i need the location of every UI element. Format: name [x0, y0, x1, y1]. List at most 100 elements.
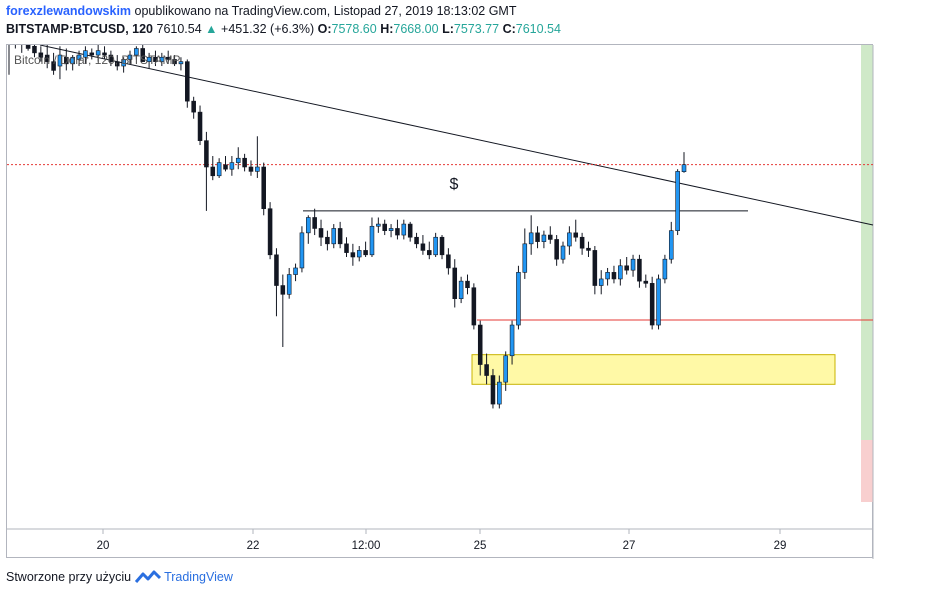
candle-body [102, 52, 107, 56]
candle-body [541, 234, 547, 242]
candle-body [32, 45, 37, 54]
candle-body [675, 171, 680, 231]
candle-body [76, 54, 82, 60]
candle-body [83, 50, 88, 58]
candle-body [433, 236, 438, 256]
publish-info: opublikowano na TradingView.com, Listopa… [131, 4, 517, 18]
candle-body [274, 254, 279, 286]
candle-body [407, 223, 413, 238]
candle-body [490, 375, 496, 405]
chart-frame[interactable]: 8400.008200.008000.007800.007600.007400.… [6, 44, 874, 559]
candle-body [598, 278, 604, 286]
candle-body [560, 245, 566, 260]
candle-body [255, 166, 260, 172]
candle-body [420, 243, 426, 251]
x-tick-label: 22 [247, 540, 260, 552]
close-value: 7610.54 [515, 22, 561, 36]
candle-body [70, 56, 75, 65]
candle-body [509, 324, 515, 357]
symbol-label: BITSTAMP:BTCUSD, 120 [6, 22, 154, 36]
candle-body [286, 274, 292, 295]
candle-body [318, 228, 324, 238]
candle-body [242, 157, 247, 168]
candle-body [458, 280, 464, 299]
tradingview-logo-icon [135, 570, 162, 583]
candle-body [395, 228, 400, 236]
candle-body [178, 61, 184, 65]
candle-body [108, 54, 114, 62]
candle-body [649, 283, 655, 326]
candle-body [630, 258, 636, 271]
low-label: L: [442, 22, 454, 36]
candle-body [57, 54, 63, 67]
candle-body [376, 223, 381, 227]
candle-body [146, 56, 152, 62]
candle-body [25, 45, 31, 49]
candle-body [159, 56, 165, 62]
candle-body [643, 280, 649, 284]
candle-body [414, 236, 419, 245]
candle-body [293, 267, 298, 275]
candle-body [127, 54, 133, 60]
candle-body [344, 243, 349, 253]
ohlc-header: BITSTAMP:BTCUSD, 120 7610.54 ▲ +451.32 (… [6, 22, 561, 36]
made-with-text: Stworzone przy użyciu [6, 570, 132, 584]
candle-body [573, 232, 579, 238]
candle-body [223, 164, 228, 170]
candle-body [229, 162, 235, 170]
candle-body [477, 324, 483, 365]
candle-body [662, 258, 668, 280]
candle-body [465, 280, 470, 289]
x-tick-label: 12:00 [352, 540, 381, 552]
candle-body [185, 61, 190, 102]
open-label: O: [317, 22, 332, 36]
candle-body [261, 166, 266, 210]
candle-body [306, 217, 311, 234]
up-arrow-icon: ▲ [205, 22, 218, 36]
x-tick-label: 29 [774, 540, 787, 552]
tradingview-link[interactable]: TradingView [135, 570, 233, 584]
author-link[interactable]: forexzlewandowskim [6, 4, 132, 18]
low-value: 7573.77 [453, 22, 500, 36]
candle-body [471, 287, 477, 326]
candle-body [140, 48, 146, 62]
candle-body [165, 56, 171, 60]
candle-body [325, 236, 330, 245]
candle-body [522, 243, 528, 273]
chart-legend: Bitcoin / Dolar, 120, BITSTAMP [14, 53, 181, 67]
candle-body [369, 225, 375, 256]
candle-body [567, 232, 572, 247]
candle-body [579, 236, 585, 249]
lower-band [861, 440, 873, 502]
candle-body [611, 272, 617, 280]
candle-body [363, 250, 368, 256]
candlestick-chart[interactable]: 8400.008200.008000.007800.007600.007400.… [7, 45, 874, 559]
candle-body [484, 364, 489, 376]
candle-body [586, 247, 591, 251]
publish-header: forexzlewandowskim opublikowano na Tradi… [6, 4, 516, 18]
candle-body [235, 157, 241, 163]
x-tick-label: 25 [474, 540, 487, 552]
candle-body [681, 164, 687, 172]
price-change: +451.32 (+6.3%) [221, 22, 315, 36]
x-tick-label: 20 [97, 540, 110, 552]
candle-body [497, 381, 502, 405]
candle-body [528, 232, 534, 245]
candle-body [637, 258, 642, 282]
candle-body [337, 228, 343, 245]
candle-body [89, 52, 95, 56]
candle-body [605, 272, 610, 280]
candle-body [554, 239, 559, 260]
candle-body [197, 111, 203, 141]
candle-body [446, 254, 451, 269]
candle-body [312, 217, 317, 229]
candle-body [44, 54, 50, 62]
footer: Stworzone przy użyciu TradingView [6, 570, 233, 584]
candle-body [331, 228, 337, 245]
candle-body [134, 48, 139, 56]
candle-body [172, 59, 177, 65]
candle-body [267, 208, 273, 256]
candle-body [388, 228, 394, 231]
candle-body [618, 265, 623, 280]
candle-body [427, 250, 432, 256]
